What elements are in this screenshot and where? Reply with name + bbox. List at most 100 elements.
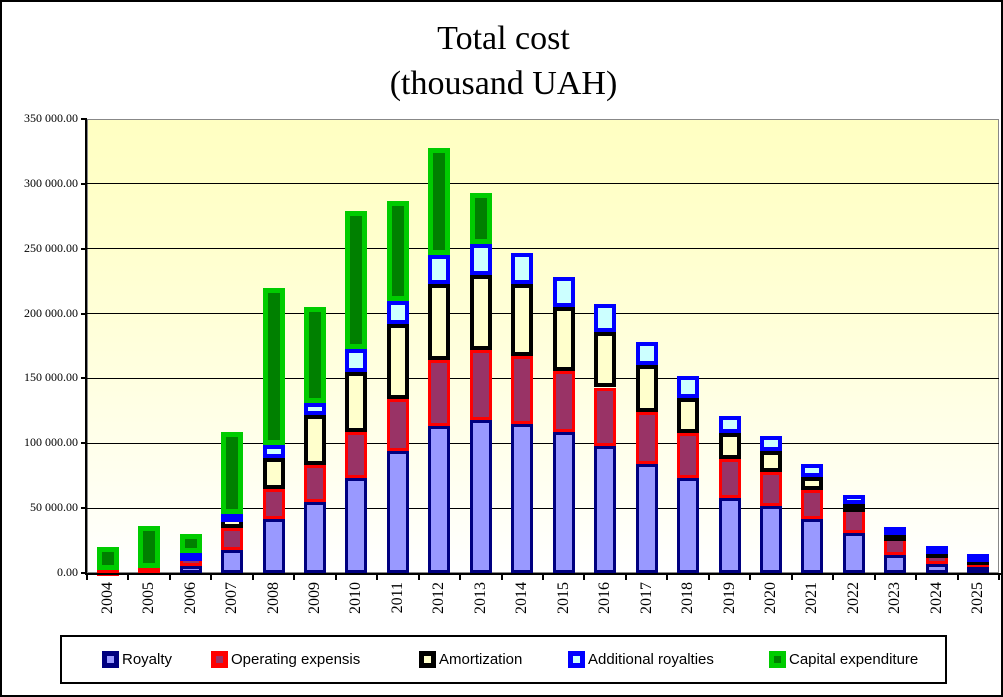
bar-segment-operating-expensis[interactable]	[469, 349, 492, 420]
bar-segment-additional-royalties[interactable]	[677, 375, 700, 398]
bar-segment-royalty[interactable]	[428, 426, 451, 573]
bar-segment-royalty[interactable]	[221, 549, 244, 573]
bar-segment-amortization[interactable]	[304, 414, 326, 466]
bar-segment-amortization[interactable]	[552, 307, 575, 371]
bar-segment-royalty[interactable]	[511, 423, 534, 573]
bar-segment-royalty[interactable]	[262, 518, 285, 573]
bar-segment-operating-expensis[interactable]	[842, 509, 865, 533]
bar-segment-additional-royalties[interactable]	[967, 553, 990, 562]
bar-segment-additional-royalties[interactable]	[511, 252, 534, 284]
bar-segment-additional-royalties[interactable]	[428, 255, 451, 284]
bar-segment-amortization[interactable]	[635, 365, 658, 413]
bar-segment-amortization[interactable]	[428, 283, 451, 361]
bar-segment-operating-expensis[interactable]	[760, 471, 782, 506]
bar-segment-amortization[interactable]	[760, 451, 782, 472]
legend-swatch-capital-expenditure[interactable]	[769, 651, 786, 668]
bar-segment-capital-expenditure[interactable]	[386, 200, 409, 301]
bar-segment-amortization[interactable]	[386, 323, 409, 400]
bar-segment-operating-expensis[interactable]	[221, 527, 244, 550]
bar-segment-operating-expensis[interactable]	[635, 412, 658, 465]
bar-segment-amortization[interactable]	[801, 477, 824, 490]
bar-segment-additional-royalties[interactable]	[801, 464, 824, 477]
bar-segment-royalty[interactable]	[469, 419, 492, 573]
x-axis-tick	[956, 574, 959, 580]
x-axis-label: 2021	[803, 582, 821, 628]
bar-segment-royalty[interactable]	[760, 505, 782, 573]
bar-segment-amortization[interactable]	[677, 397, 700, 433]
bar-segment-royalty[interactable]	[925, 563, 948, 573]
bar-segment-royalty[interactable]	[967, 567, 990, 574]
bar-segment-royalty[interactable]	[304, 501, 326, 573]
bar-segment-royalty[interactable]	[594, 445, 617, 573]
bar-segment-royalty[interactable]	[552, 431, 575, 573]
bar-segment-amortization[interactable]	[262, 457, 285, 489]
legend-swatch-royalty[interactable]	[102, 651, 119, 668]
bar-segment-additional-royalties[interactable]	[221, 513, 244, 522]
bar-segment-operating-expensis[interactable]	[594, 387, 617, 446]
bar-segment-capital-expenditure[interactable]	[179, 534, 202, 553]
legend-item-operating-expensis[interactable]: Operating expensis	[211, 637, 360, 682]
bar-segment-capital-expenditure[interactable]	[262, 287, 285, 445]
bar-segment-operating-expensis[interactable]	[428, 360, 451, 427]
bar-segment-capital-expenditure[interactable]	[345, 211, 368, 349]
bar-segment-additional-royalties[interactable]	[925, 545, 948, 554]
bar-segment-additional-royalties[interactable]	[718, 416, 741, 433]
x-axis-label-text: 2005	[140, 582, 158, 614]
bar-segment-royalty[interactable]	[677, 478, 700, 573]
bar-segment-royalty[interactable]	[884, 554, 907, 573]
bar-segment-additional-royalties[interactable]	[345, 348, 368, 372]
grid-line	[87, 442, 999, 444]
legend-item-capital-expenditure[interactable]: Capital expenditure	[769, 637, 918, 682]
bar-segment-capital-expenditure[interactable]	[96, 547, 119, 570]
bar-segment-capital-expenditure[interactable]	[221, 431, 244, 514]
bar-segment-additional-royalties[interactable]	[594, 304, 617, 332]
bar-segment-additional-royalties[interactable]	[760, 435, 782, 452]
legend-item-royalty[interactable]: Royalty	[102, 637, 172, 682]
bar-segment-royalty[interactable]	[801, 518, 824, 573]
legend-swatch-operating-expensis[interactable]	[211, 651, 228, 668]
bar-segment-additional-royalties[interactable]	[552, 277, 575, 308]
x-axis-label: 2006	[182, 582, 200, 628]
bar-segment-amortization[interactable]	[345, 371, 368, 432]
bar-segment-amortization[interactable]	[842, 504, 865, 513]
bar-segment-operating-expensis[interactable]	[511, 356, 534, 424]
bar-segment-additional-royalties[interactable]	[842, 495, 865, 505]
bar-segment-capital-expenditure[interactable]	[304, 307, 326, 404]
bar-segment-royalty[interactable]	[345, 478, 368, 573]
legend-label-additional-royalties: Additional royalties	[588, 651, 714, 668]
bar-segment-amortization[interactable]	[594, 331, 617, 388]
bar-segment-operating-expensis[interactable]	[677, 432, 700, 479]
bar-segment-operating-expensis[interactable]	[801, 489, 824, 519]
legend-swatch-amortization[interactable]	[419, 651, 436, 668]
legend-item-amortization[interactable]: Amortization	[419, 637, 522, 682]
legend-item-additional-royalties[interactable]: Additional royalties	[568, 637, 714, 682]
bar-segment-operating-expensis[interactable]	[386, 399, 409, 452]
bar-segment-operating-expensis[interactable]	[552, 370, 575, 432]
x-axis-tick	[293, 574, 296, 580]
bar-segment-additional-royalties[interactable]	[179, 552, 202, 561]
bar-segment-royalty[interactable]	[179, 565, 202, 573]
bar-segment-amortization[interactable]	[511, 283, 534, 357]
bar-segment-operating-expensis[interactable]	[262, 488, 285, 519]
bar-segment-additional-royalties[interactable]	[635, 342, 658, 366]
bar-segment-amortization[interactable]	[718, 432, 741, 459]
bar-segment-additional-royalties[interactable]	[304, 403, 326, 415]
bar-segment-capital-expenditure[interactable]	[428, 147, 451, 256]
legend-swatch-additional-royalties[interactable]	[568, 651, 585, 668]
bar-segment-operating-expensis[interactable]	[718, 458, 741, 498]
bar-segment-royalty[interactable]	[842, 532, 865, 573]
bar-segment-royalty[interactable]	[386, 451, 409, 573]
bar-segment-royalty[interactable]	[635, 464, 658, 573]
bar-segment-operating-expensis[interactable]	[345, 431, 368, 479]
bar-segment-operating-expensis[interactable]	[138, 567, 161, 574]
bar-segment-amortization[interactable]	[469, 274, 492, 350]
bar-segment-royalty[interactable]	[718, 497, 741, 573]
bar-segment-additional-royalties[interactable]	[469, 243, 492, 275]
bar-segment-additional-royalties[interactable]	[884, 526, 907, 535]
bar-segment-operating-expensis[interactable]	[304, 465, 326, 502]
bar-segment-capital-expenditure[interactable]	[469, 192, 492, 244]
bar-segment-additional-royalties[interactable]	[262, 444, 285, 458]
bar-segment-capital-expenditure[interactable]	[138, 526, 161, 568]
bar-segment-additional-royalties[interactable]	[386, 300, 409, 324]
x-axis-label: 2025	[969, 582, 987, 628]
